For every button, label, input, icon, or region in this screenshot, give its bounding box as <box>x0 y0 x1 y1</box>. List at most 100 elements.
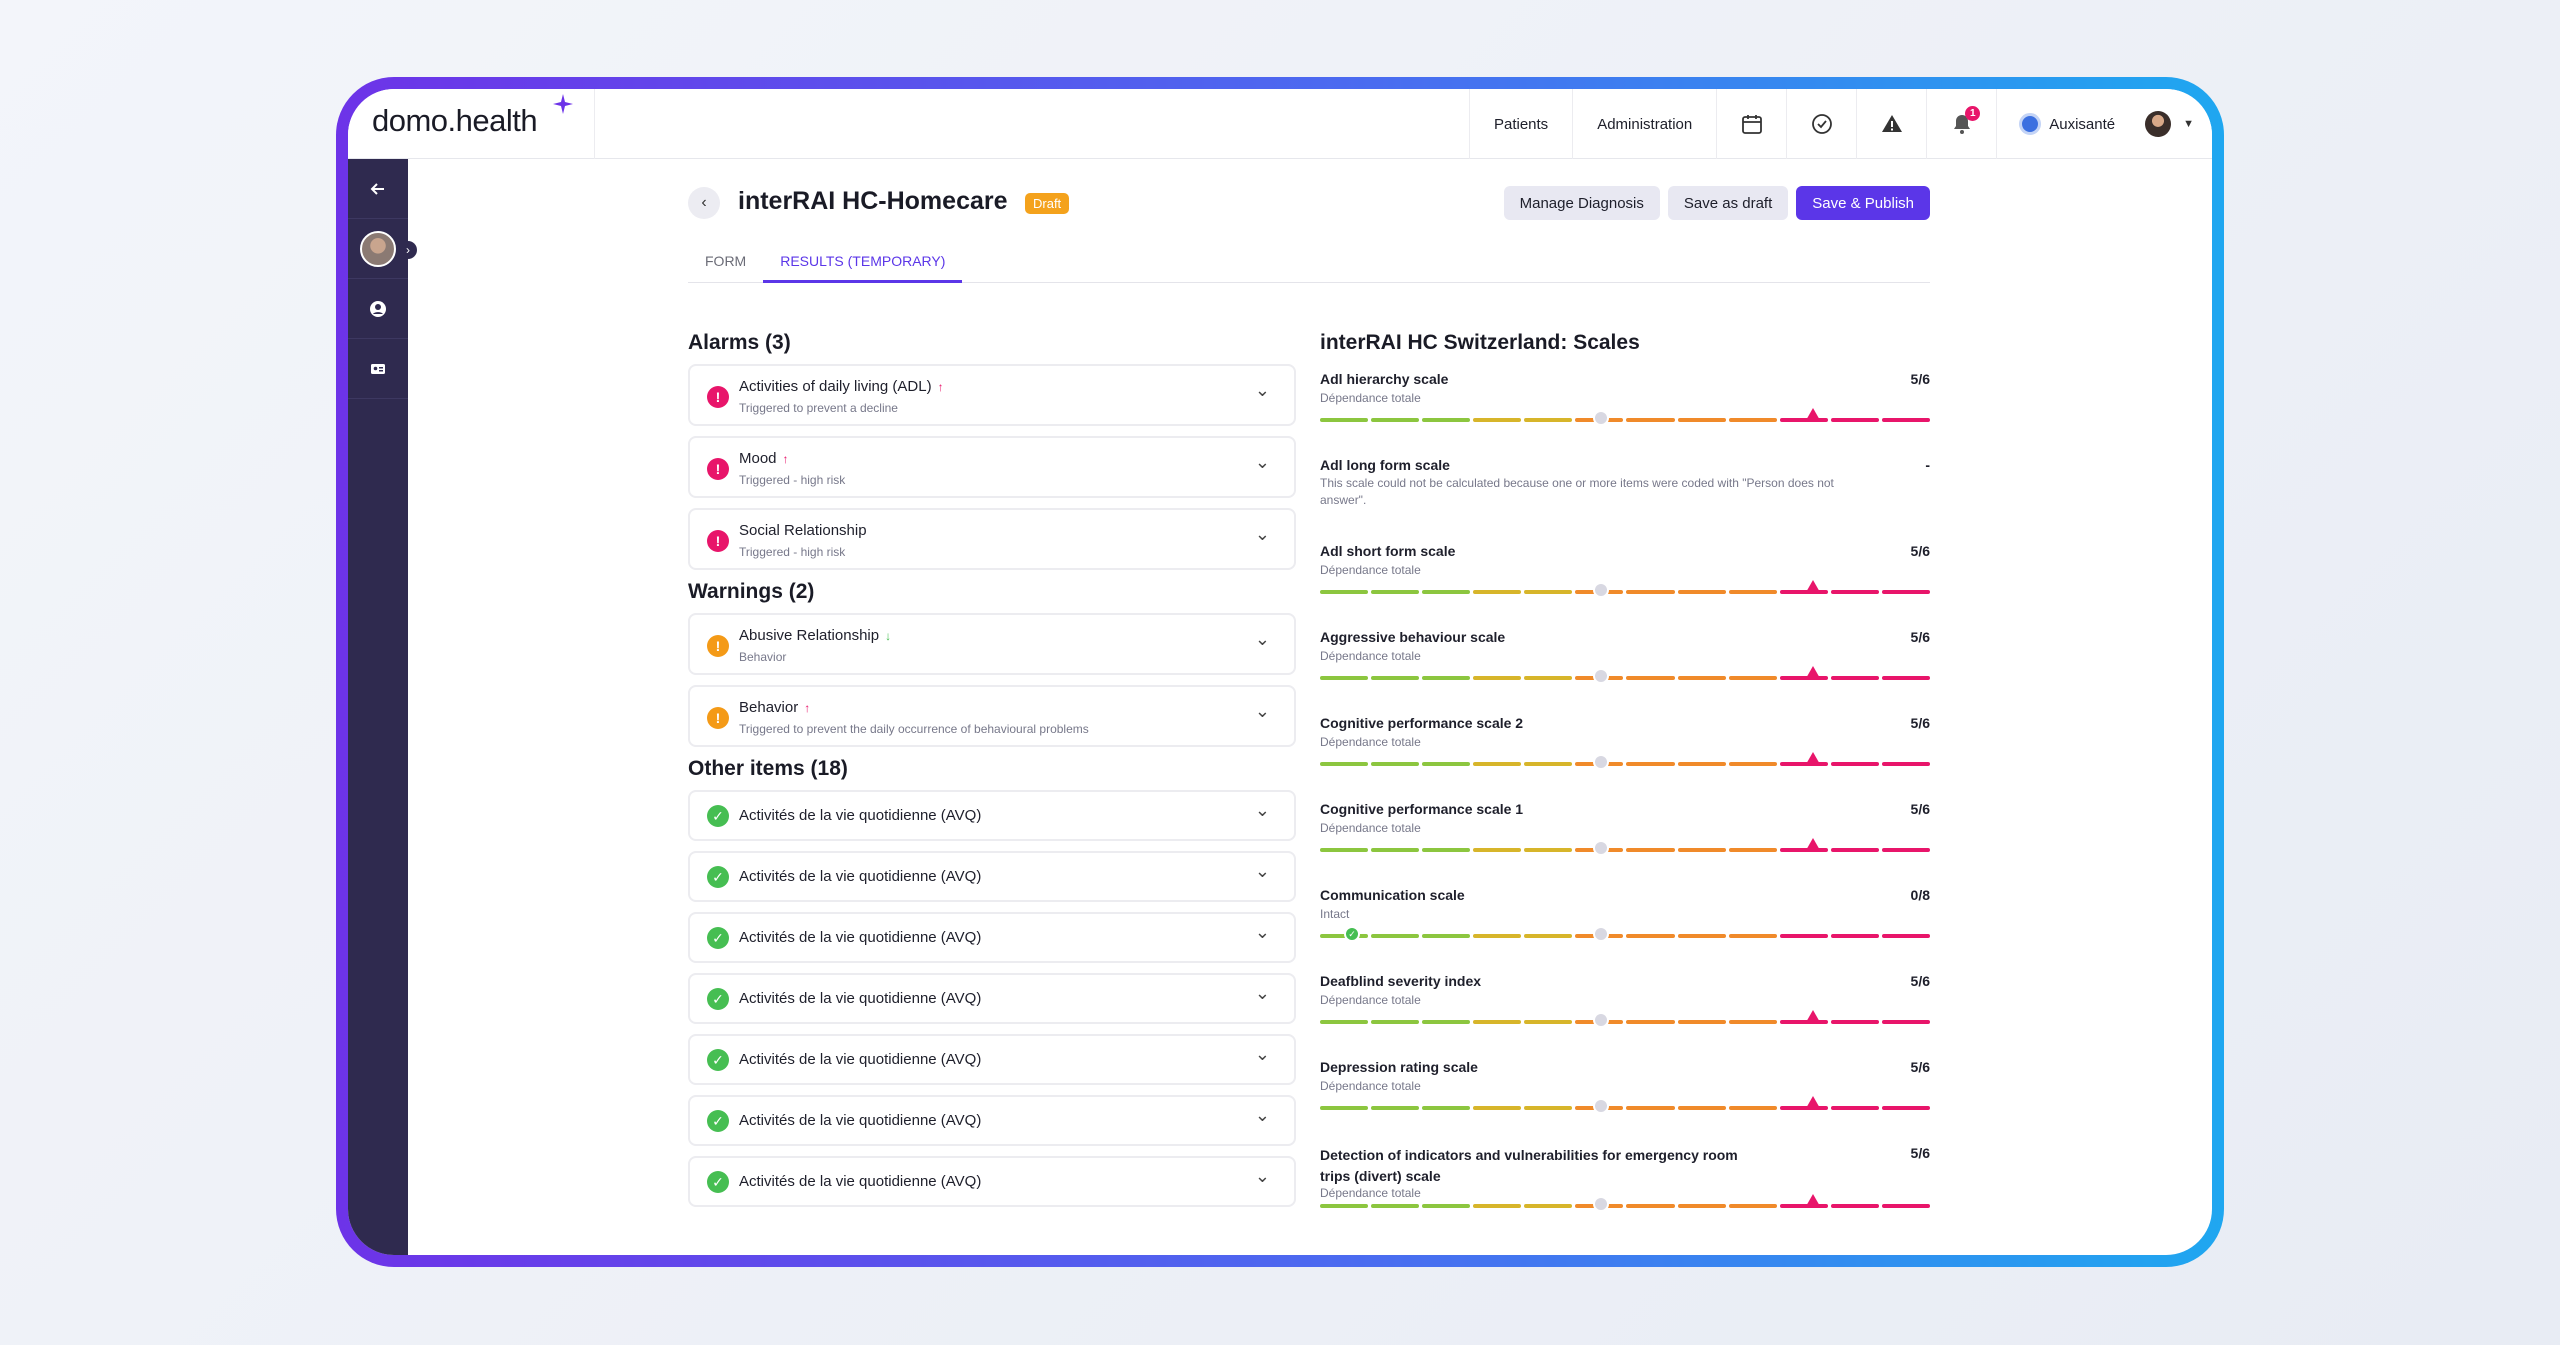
scale-bar-segment <box>1728 934 1777 938</box>
chevron-down-icon[interactable]: ⌄ <box>1254 452 1270 472</box>
scale-bar-segment <box>1779 1020 1828 1024</box>
sidebar-item-records[interactable] <box>348 339 408 399</box>
score-marker-icon <box>1805 580 1822 594</box>
score-marker-icon <box>1805 838 1822 852</box>
chevron-down-icon[interactable]: ⌄ <box>1254 524 1270 544</box>
scale-name: Adl long form scale <box>1320 457 1450 473</box>
scale-subtitle: Dépendance totale <box>1320 1186 1421 1200</box>
scale-bar-segment <box>1473 590 1522 594</box>
alerts-column: Alarms (3) ! Activities of daily living (… <box>688 331 1296 1217</box>
item-title-text: Activités de la vie quotidienne (AVQ) <box>739 1112 982 1129</box>
scale-bar <box>1320 1106 1930 1110</box>
scale-bar <box>1320 762 1930 766</box>
sidebar-back[interactable] <box>348 159 408 219</box>
alarm-icon: ! <box>707 386 729 408</box>
scale-bar-segment <box>1830 934 1879 938</box>
list-item[interactable]: ! Abusive Relationship ↓ Behavior ⌄ <box>688 613 1296 675</box>
scales-title: interRAI HC Switzerland: Scales <box>1320 331 1640 354</box>
scale-bar-segment <box>1320 590 1369 594</box>
chevron-down-icon[interactable]: ⌄ <box>1254 1166 1270 1186</box>
warning-triangle-icon[interactable] <box>1856 89 1926 159</box>
logo-area[interactable]: domo.health <box>348 89 595 159</box>
scale-bar-segment <box>1422 1106 1471 1110</box>
item-title: Activités de la vie quotidienne (AVQ) <box>739 929 981 946</box>
list-item[interactable]: ✓ Activités de la vie quotidienne (AVQ) ⌄ <box>688 790 1296 841</box>
manage-diagnosis-button[interactable]: Manage Diagnosis <box>1503 186 1660 220</box>
list-item[interactable]: ✓ Activités de la vie quotidienne (AVQ) ⌄ <box>688 1095 1296 1146</box>
back-button[interactable]: ‹ <box>688 187 720 219</box>
chevron-down-icon[interactable]: ⌄ <box>1254 701 1270 721</box>
sidebar-item-profile[interactable] <box>348 279 408 339</box>
item-title-text: Social Relationship <box>739 522 867 539</box>
scale-bar-segment <box>1830 676 1879 680</box>
scale-bar-segment <box>1371 848 1420 852</box>
warnings-title: Warnings (2) <box>688 580 815 603</box>
sidebar-patient-avatar[interactable]: › <box>348 219 417 279</box>
scale-bar-segment <box>1779 848 1828 852</box>
scale-bar-segment <box>1473 934 1522 938</box>
item-title: Activités de la vie quotidienne (AVQ) <box>739 868 981 885</box>
scale-value: 5/6 <box>1910 371 1930 387</box>
list-item[interactable]: ! Behavior ↑ Triggered to prevent the daily… <box>688 685 1296 747</box>
scale-bar-segment <box>1728 1204 1777 1208</box>
chevron-down-icon[interactable]: ⌄ <box>1254 1105 1270 1125</box>
tab-form[interactable]: FORM <box>705 253 747 269</box>
scale-bar-segment <box>1371 676 1420 680</box>
scale-bar-segment <box>1677 590 1726 594</box>
list-item[interactable]: ! Mood ↑ Triggered - high risk ⌄ <box>688 436 1296 498</box>
list-item[interactable]: ✓ Activités de la vie quotidienne (AVQ) ⌄ <box>688 1034 1296 1085</box>
list-item[interactable]: ! Social Relationship Triggered - high ris… <box>688 508 1296 570</box>
list-item[interactable]: ✓ Activités de la vie quotidienne (AVQ) ⌄ <box>688 1156 1296 1207</box>
check-circle-icon: ✓ <box>707 1049 729 1071</box>
list-item[interactable]: ✓ Activités de la vie quotidienne (AVQ) ⌄ <box>688 851 1296 902</box>
org-name: Auxisanté <box>2049 115 2116 133</box>
list-item[interactable]: ✓ Activités de la vie quotidienne (AVQ) ⌄ <box>688 973 1296 1024</box>
chevron-down-icon[interactable]: ⌄ <box>1254 800 1270 820</box>
scale-bar <box>1320 1020 1930 1024</box>
scale-value: - <box>1925 457 1930 473</box>
scale-bar-segment <box>1779 590 1828 594</box>
scale-value: 5/6 <box>1910 1145 1930 1161</box>
scale-bar-segment <box>1830 1106 1879 1110</box>
scale-bar-segment <box>1422 848 1471 852</box>
scale-row: Adl long form scale This scale could not … <box>1320 455 1930 541</box>
notifications-bell-icon[interactable]: 1 <box>1926 89 1996 159</box>
scale-bar-segment <box>1524 418 1573 422</box>
list-item[interactable]: ! Activities of daily living (ADL) ↑ Trigge… <box>688 364 1296 426</box>
chevron-down-icon[interactable]: ▼ <box>2183 118 2194 130</box>
org-icon <box>2019 113 2042 135</box>
save-draft-button[interactable]: Save as draft <box>1667 186 1789 220</box>
scale-bar-segment <box>1626 590 1675 594</box>
score-marker-icon <box>1805 1010 1822 1024</box>
item-title-text: Activités de la vie quotidienne (AVQ) <box>739 990 982 1007</box>
scale-row: Aggressive behaviour scale Dépendance tot… <box>1320 627 1930 713</box>
chevron-down-icon[interactable]: ⌄ <box>1254 1044 1270 1064</box>
alarm-icon: ! <box>707 530 729 552</box>
nav-administration[interactable]: Administration <box>1572 89 1716 159</box>
alarms-title: Alarms (3) <box>688 331 791 354</box>
scale-bar-segment <box>1728 590 1777 594</box>
item-title: Activities of daily living (ADL) ↑ <box>739 378 944 395</box>
chevron-right-icon[interactable]: › <box>399 241 417 259</box>
tab-results[interactable]: RESULTS (TEMPORARY) <box>763 249 963 283</box>
calendar-icon[interactable] <box>1716 89 1786 159</box>
scale-bar-segment <box>1881 1020 1930 1024</box>
scale-value: 0/8 <box>1910 887 1930 903</box>
nav-patients[interactable]: Patients <box>1468 89 1572 159</box>
chevron-down-icon[interactable]: ⌄ <box>1254 861 1270 881</box>
scale-bar-segment <box>1881 418 1930 422</box>
scale-bar-segment <box>1422 934 1471 938</box>
tasks-check-icon[interactable] <box>1786 89 1856 159</box>
chevron-down-icon[interactable]: ⌄ <box>1254 380 1270 400</box>
scale-bar-segment <box>1779 762 1828 766</box>
chevron-down-icon[interactable]: ⌄ <box>1254 922 1270 942</box>
list-item[interactable]: ✓ Activités de la vie quotidienne (AVQ) ⌄ <box>688 912 1296 963</box>
chevron-down-icon[interactable]: ⌄ <box>1254 629 1270 649</box>
arrow-up-icon: ↑ <box>937 380 944 394</box>
org-switcher[interactable]: Auxisanté ▼ <box>1996 89 2212 159</box>
user-avatar[interactable] <box>2145 111 2172 137</box>
save-publish-button[interactable]: Save & Publish <box>1796 186 1930 220</box>
scale-midpoint-marker <box>1592 1012 1609 1028</box>
item-title-text: Activités de la vie quotidienne (AVQ) <box>739 1173 982 1190</box>
chevron-down-icon[interactable]: ⌄ <box>1254 983 1270 1003</box>
